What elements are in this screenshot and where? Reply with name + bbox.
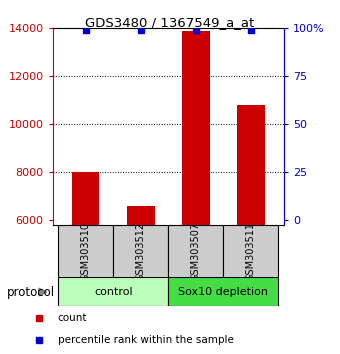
Text: protocol: protocol <box>7 286 55 298</box>
Text: control: control <box>94 287 133 297</box>
Bar <box>113 225 168 278</box>
Text: percentile rank within the sample: percentile rank within the sample <box>58 335 234 345</box>
Text: GDS3480 / 1367549_a_at: GDS3480 / 1367549_a_at <box>85 16 255 29</box>
Bar <box>58 225 113 278</box>
Bar <box>58 277 168 306</box>
Bar <box>237 105 265 225</box>
Bar <box>182 31 209 225</box>
Text: GSM303512: GSM303512 <box>136 222 146 281</box>
Bar <box>127 206 155 225</box>
Text: Sox10 depletion: Sox10 depletion <box>178 287 268 297</box>
Bar <box>168 225 223 278</box>
Bar <box>223 225 278 278</box>
Text: GSM303510: GSM303510 <box>81 222 91 281</box>
Text: GSM303511: GSM303511 <box>246 222 256 281</box>
Bar <box>168 277 278 306</box>
Text: GSM303507: GSM303507 <box>191 222 201 281</box>
Text: count: count <box>58 313 87 323</box>
Bar <box>72 172 100 225</box>
